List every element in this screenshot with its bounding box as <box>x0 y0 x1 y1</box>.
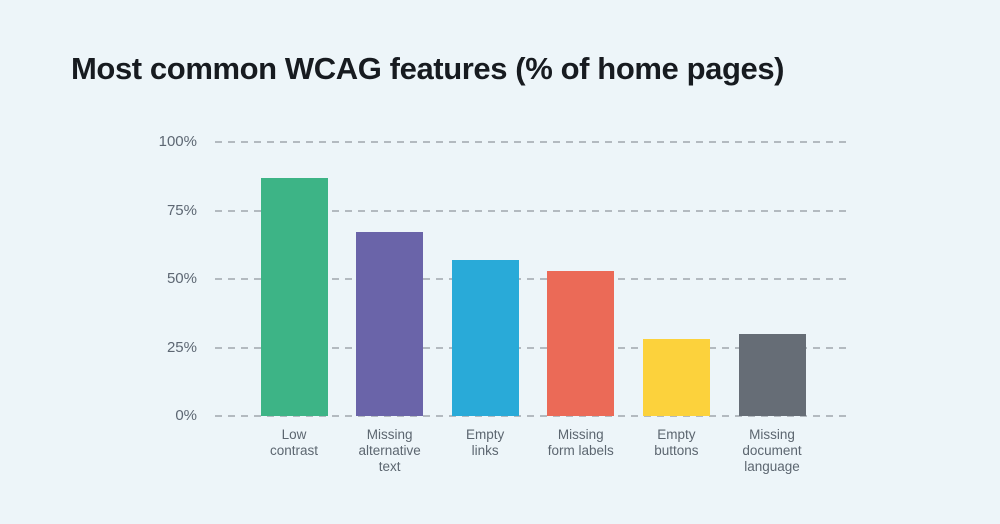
chart-title: Most common WCAG features (% of home pag… <box>71 51 785 86</box>
bar-missing-alternative-text <box>356 232 424 416</box>
category-label-missing-form-labels: Missing form labels <box>547 427 614 458</box>
category-label-low-contrast: Low contrast <box>269 427 319 458</box>
gridline-25 <box>215 346 852 349</box>
bar-missing-document-language <box>738 333 806 416</box>
bar-missing-form-labels <box>547 270 615 416</box>
plot-area <box>215 141 852 417</box>
category-label-missing-document-language: Missing document language <box>742 427 802 474</box>
category-label-missing-alternative-text: Missing alternative text <box>358 427 421 474</box>
category-label-empty-links: Empty links <box>466 427 505 458</box>
y-tick-label-100: 100% <box>158 133 197 150</box>
gridline-75 <box>215 209 852 212</box>
y-tick-label-0: 0% <box>175 407 197 424</box>
gridline-100 <box>215 141 852 143</box>
bar-empty-buttons <box>642 339 710 416</box>
y-tick-label-75: 75% <box>166 201 197 219</box>
y-tick-label-25: 25% <box>166 338 197 356</box>
bar-low-contrast <box>260 177 328 416</box>
category-label-empty-buttons: Empty buttons <box>654 427 699 458</box>
gridline-50 <box>215 278 852 280</box>
bar-empty-links <box>451 259 519 416</box>
gridline-0 <box>215 415 852 417</box>
y-tick-label-50: 50% <box>166 270 197 287</box>
